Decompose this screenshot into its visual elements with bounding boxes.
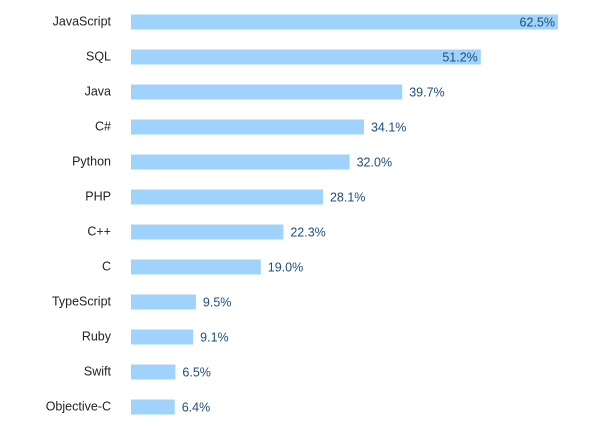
value-label: 62.5%: [520, 15, 555, 29]
bar: [131, 154, 350, 170]
category-label: JavaScript: [53, 14, 112, 28]
bar: [131, 399, 175, 415]
value-label: 6.4%: [182, 400, 211, 414]
value-label: 9.5%: [203, 295, 232, 309]
bar: [131, 49, 481, 65]
value-label: 39.7%: [409, 85, 444, 99]
value-label: 34.1%: [371, 120, 406, 134]
category-label: TypeScript: [52, 294, 112, 308]
bar: [131, 189, 323, 205]
category-label: PHP: [85, 189, 111, 203]
category-label: C#: [95, 119, 111, 133]
bar: [131, 259, 261, 275]
value-label: 32.0%: [357, 155, 392, 169]
value-label: 22.3%: [290, 225, 325, 239]
bar: [131, 294, 196, 310]
value-label: 19.0%: [268, 260, 303, 274]
bar: [131, 329, 194, 345]
bar: [131, 224, 284, 240]
value-label: 28.1%: [330, 190, 365, 204]
bar: [131, 119, 364, 135]
value-label: 51.2%: [442, 50, 477, 64]
category-label: SQL: [86, 49, 111, 63]
category-label: C: [102, 259, 111, 273]
category-label: Objective-C: [46, 399, 111, 413]
category-label: C++: [87, 224, 111, 238]
category-label: Python: [72, 154, 111, 168]
value-label: 6.5%: [182, 365, 211, 379]
value-label: 9.1%: [200, 330, 229, 344]
category-label: Java: [85, 84, 111, 98]
bar: [131, 14, 558, 30]
category-label: Swift: [84, 364, 112, 378]
bar: [131, 84, 403, 100]
bar: [131, 364, 176, 380]
category-label: Ruby: [82, 329, 112, 343]
